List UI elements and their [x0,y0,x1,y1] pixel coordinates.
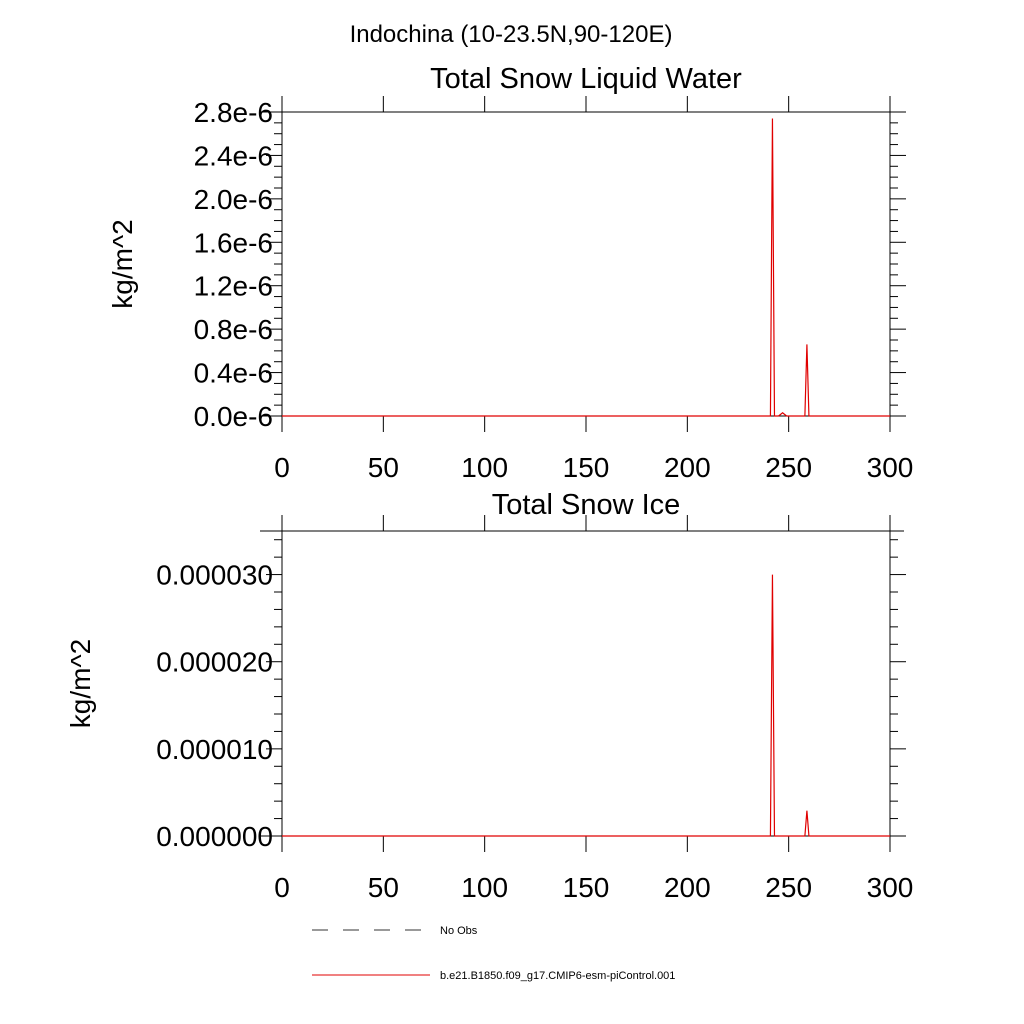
y-axis-label: kg/m^2 [107,219,138,308]
y-tick-label: 0.8e-6 [194,314,273,345]
y-tick-label: 0.0e-6 [194,401,273,432]
y-tick-label: 2.4e-6 [194,140,273,171]
x-tick-label: 300 [867,452,914,483]
x-tick-label: 250 [765,452,812,483]
y-tick-label: 0.000010 [156,734,273,765]
x-tick-label: 50 [368,872,399,903]
x-tick-label: 100 [461,452,508,483]
y-tick-label: 0.4e-6 [194,358,273,389]
y-axis-label: kg/m^2 [65,639,96,728]
y-tick-label: 1.6e-6 [194,227,273,258]
chart-title: Total Snow Liquid Water [430,63,742,95]
x-tick-label: 300 [867,872,914,903]
x-tick-label: 100 [461,872,508,903]
legend-label-no-obs: No Obs [440,925,478,937]
y-tick-label: 0.000020 [156,647,273,678]
x-tick-label: 200 [664,452,711,483]
x-tick-label: 0 [274,872,290,903]
y-tick-label: 2.0e-6 [194,184,273,215]
x-tick-label: 50 [368,452,399,483]
y-tick-label: 1.2e-6 [194,271,273,302]
x-tick-label: 0 [274,452,290,483]
series-line-model [282,574,890,837]
panel-snow-liquid-water: Total Snow Liquid Water kg/m^2 0 50 100 150 20… [107,63,913,483]
y-tick-label: 2.8e-6 [194,97,273,128]
legend-label-model: b.e21.B1850.f09_g17.CMIP6-esm-piControl.… [440,970,675,982]
y-tick-label: 0.000030 [156,560,273,591]
series-line-model [282,118,890,417]
x-tick-label: 150 [563,872,610,903]
figure-title: Indochina (10-23.5N,90-120E) [350,21,673,48]
x-tick-label: 250 [765,872,812,903]
y-tick-label: 0.000000 [156,821,273,852]
x-tick-label: 200 [664,872,711,903]
legend: No Obs b.e21.B1850.f09_g17.CMIP6-esm-piC… [312,925,675,982]
x-tick-label: 150 [563,452,610,483]
